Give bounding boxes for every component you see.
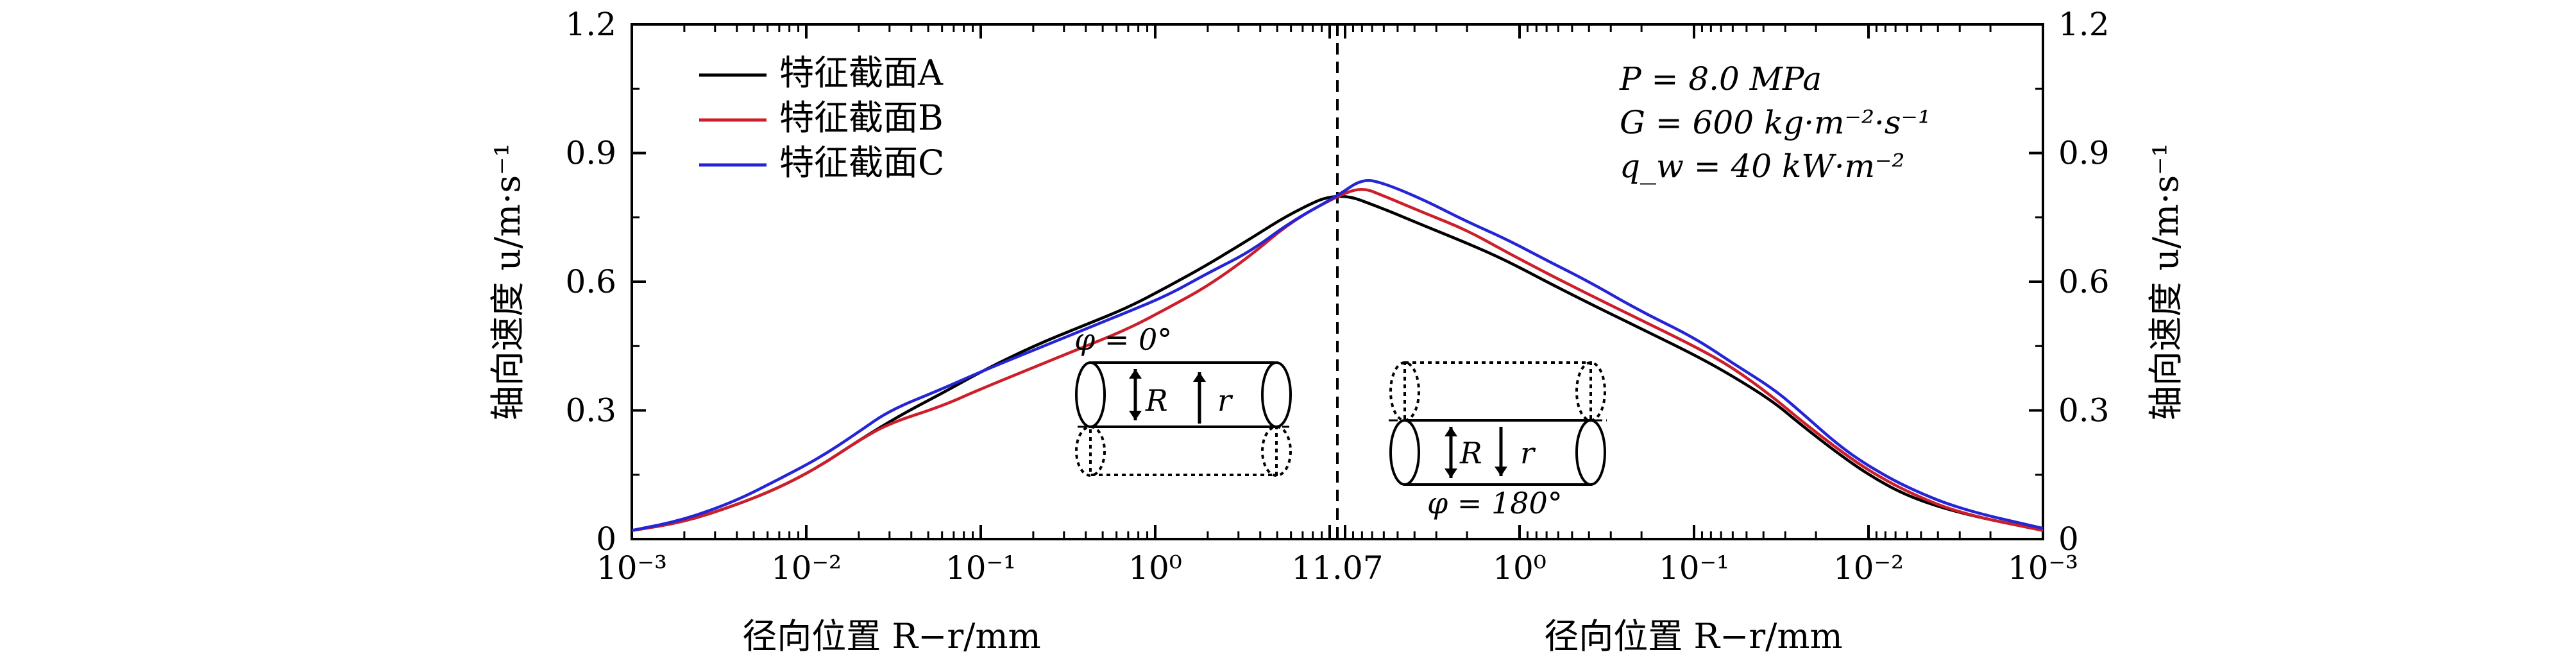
tube-body-solid: [1089, 361, 1278, 428]
heat-flux-label: q_w = 40 kW·m⁻²: [1620, 148, 1904, 185]
pressure-label: P = 8.0 MPa: [1619, 60, 1822, 98]
series-line-3: [631, 179, 2044, 532]
tube2-body-dotted: [1403, 361, 1592, 422]
x-tick-label-right: 10⁻¹: [1659, 549, 1729, 587]
r-arrow-head-icon: [1193, 372, 1206, 382]
legend-label-3: 特征截面C: [779, 142, 944, 183]
tube-end-right: [1261, 361, 1292, 428]
y-tick-label-left: 0.9: [565, 135, 616, 172]
tube2-end-dotted-left: [1389, 361, 1420, 422]
tube2-end-left: [1389, 419, 1420, 486]
x-tick-label-right: 10⁻²: [1833, 549, 1904, 587]
series-layer: [631, 179, 2044, 532]
x-tick-label-center: 11.07: [1291, 549, 1383, 587]
tube2-body-solid: [1403, 419, 1592, 486]
legend-label-2: 特征截面B: [779, 98, 944, 138]
x-tick-label-left: 10⁻³: [597, 549, 667, 587]
x-tick-label-left: 10⁻¹: [945, 549, 1016, 587]
tube2-end-right: [1575, 419, 1606, 486]
y-tick-label-right: 1.2: [2058, 6, 2110, 43]
tube-body-dotted: [1089, 425, 1278, 476]
y-tick-label-right: 0.6: [2058, 263, 2110, 300]
tick-labels: 0 0 0.3 0.3 0.6 0.6 0.9 0.9 1.2 1.2 10⁻³ 10⁻² 10⁻¹ 10…: [565, 6, 2109, 587]
y-tick-label-left: 0: [596, 520, 616, 558]
tube-end-dotted-right: [1261, 425, 1292, 477]
mass-flux-label: G = 600 kg·m⁻²·s⁻¹: [1620, 104, 1931, 141]
tube-R-label: R: [1145, 383, 1168, 418]
tube-inset-bottom: R r φ = 180°: [1389, 361, 1607, 520]
y-tick-label-right: 0.9: [2058, 135, 2110, 172]
x-axis-title-left: 径向位置 R−r/mm: [742, 616, 1041, 657]
y-tick-label-left: 1.2: [565, 6, 616, 43]
x-tick-label-right: 10⁰: [1493, 549, 1546, 587]
x-tick-label-left: 10⁻²: [771, 549, 842, 587]
y-tick-label-left: 0.3: [565, 392, 616, 429]
y-axis-title-left: 轴向速度 u/m·s⁻¹: [487, 143, 528, 420]
x-tick-label-left: 10⁰: [1128, 549, 1182, 587]
x-axis-title-right: 径向位置 R−r/mm: [1544, 616, 1843, 657]
x-tick-label-right: 10⁻³: [2008, 549, 2078, 587]
y-tick-label-right: 0.3: [2058, 392, 2110, 429]
phi-180-label: φ = 180°: [1427, 486, 1563, 520]
tube-inset-top: φ = 0° R r: [1074, 322, 1292, 477]
tube2-end-dotted-right: [1575, 361, 1606, 422]
tube2-r-label: r: [1520, 436, 1536, 470]
r2-arrow-head-icon: [1495, 467, 1507, 476]
tick-marks: [631, 23, 2044, 540]
y-tick-label-left: 0.6: [565, 263, 616, 300]
conditions-annotation: P = 8.0 MPa G = 600 kg·m⁻²·s⁻¹ q_w = 40 …: [1619, 60, 1931, 185]
y-axis-title-right: 轴向速度 u/m·s⁻¹: [2146, 143, 2186, 420]
legend-label-1: 特征截面A: [779, 53, 944, 93]
tube-end-dotted-left: [1075, 425, 1106, 477]
phi-0-label: φ = 0°: [1074, 322, 1172, 357]
tube2-R-label: R: [1459, 436, 1482, 470]
y-tick-label-right: 0: [2058, 520, 2079, 558]
tube-r-label: r: [1217, 383, 1233, 418]
tube-end-left: [1075, 361, 1106, 428]
